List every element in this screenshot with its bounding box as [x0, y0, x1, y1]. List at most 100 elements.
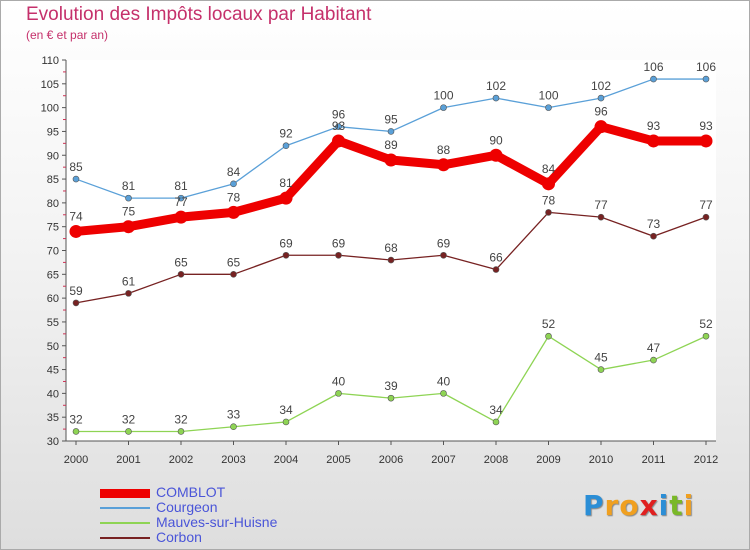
data-label: 33	[227, 408, 241, 422]
series-corbon: 59 61 65 65 69 69 68 69 66 78 77 73 77	[69, 193, 713, 307]
data-point	[545, 209, 552, 216]
x-tick-label: 2003	[221, 454, 245, 466]
data-label: 34	[279, 403, 293, 417]
data-point	[332, 134, 345, 148]
data-point	[72, 175, 80, 183]
data-point	[492, 266, 500, 273]
data-point	[227, 205, 240, 219]
data-label: 106	[643, 60, 663, 74]
legend-swatch	[100, 537, 150, 539]
data-label: 93	[699, 119, 713, 133]
data-point	[230, 271, 237, 278]
y-tick-label: 65	[47, 269, 59, 281]
data-point	[440, 104, 447, 111]
data-point	[177, 194, 185, 202]
data-label: 88	[437, 143, 451, 157]
data-point	[387, 394, 395, 402]
legend-label: Mauves-sur-Huisne	[156, 514, 278, 530]
data-label: 65	[174, 255, 188, 269]
data-label: 73	[647, 217, 661, 231]
series-courgeon: 85 81 81 84 92 96 95 100 102 100 102 106 106	[69, 60, 716, 202]
y-tick-label: 70	[47, 246, 59, 258]
proxiti-logo: Proxiti	[583, 489, 695, 522]
data-point	[597, 213, 605, 221]
data-point	[702, 213, 710, 221]
data-point	[72, 299, 80, 307]
data-label: 93	[332, 119, 346, 133]
data-label: 66	[489, 251, 503, 265]
y-tick-label: 45	[47, 365, 59, 377]
y-tick-label: 80	[47, 198, 59, 210]
x-tick-label: 2010	[589, 454, 613, 466]
y-tick-label: 105	[41, 79, 59, 91]
data-label: 40	[437, 374, 451, 388]
legend-swatch	[100, 489, 150, 498]
series-mauves-sur-huisne: 32 32 32 33 34 40 39 40 34 52 45 47 52	[69, 317, 713, 435]
y-tick-label: 85	[47, 174, 59, 186]
data-point	[702, 332, 710, 340]
x-tick-label: 2009	[536, 454, 560, 466]
data-label: 93	[647, 119, 661, 133]
data-point	[545, 332, 552, 340]
x-tick-label: 2000	[64, 454, 88, 466]
data-label: 77	[174, 195, 188, 209]
data-label: 52	[699, 317, 713, 331]
data-label: 100	[433, 89, 453, 103]
legend-label: COMBLOT	[156, 484, 226, 500]
data-label: 32	[122, 412, 136, 426]
data-point	[230, 180, 237, 188]
x-tick-label: 2007	[431, 454, 455, 466]
chart-title: Evolution des Impôts locaux par Habitant	[26, 4, 372, 25]
x-tick-label: 2011	[642, 454, 666, 466]
data-label: 102	[591, 79, 611, 93]
data-point	[69, 224, 83, 238]
data-point	[335, 390, 342, 397]
data-label: 95	[384, 112, 398, 126]
data-label: 39	[384, 379, 398, 393]
data-point	[177, 271, 185, 278]
data-label: 96	[332, 108, 346, 122]
data-point	[282, 142, 290, 150]
x-tick-label: 2005	[326, 454, 350, 466]
data-point	[699, 134, 713, 148]
data-point	[492, 94, 500, 102]
x-tick-label: 2004	[274, 454, 298, 466]
data-label: 92	[279, 127, 293, 141]
data-point	[440, 390, 447, 397]
data-label: 65	[227, 255, 241, 269]
y-tick-label: 35	[47, 412, 59, 424]
data-label: 102	[486, 79, 506, 93]
y-tick-label: 100	[41, 103, 59, 115]
data-point	[437, 158, 450, 172]
data-label: 81	[279, 176, 293, 190]
data-point	[702, 75, 710, 83]
data-label: 61	[122, 274, 136, 288]
data-point	[597, 94, 605, 102]
data-point	[647, 134, 660, 148]
data-point	[122, 220, 135, 234]
data-label: 32	[69, 412, 83, 426]
data-point	[650, 75, 657, 83]
data-label: 69	[279, 236, 293, 250]
data-point	[72, 428, 80, 435]
data-label: 69	[332, 236, 346, 250]
x-tick-label: 2006	[379, 454, 403, 466]
data-label: 78	[227, 190, 241, 204]
data-label: 77	[699, 198, 713, 212]
data-label: 59	[69, 284, 83, 298]
data-label: 68	[384, 241, 398, 255]
data-label: 69	[437, 236, 451, 250]
data-point	[594, 120, 608, 134]
data-label: 84	[227, 165, 241, 179]
y-tick-label: 55	[47, 317, 59, 329]
data-label: 40	[332, 374, 346, 388]
legend-label: Corbon	[156, 529, 202, 545]
chart-series: 85 81 81 84 92 96 95 100 102 100 102 106 106 32 32 32 33…	[69, 60, 716, 435]
chart-axes: 30 35 40 45 50 55 60 65 70 75 80 85 90 95 100 105 110 200…	[41, 55, 719, 466]
data-label: 90	[489, 133, 503, 147]
data-point	[282, 418, 290, 426]
data-point	[335, 251, 342, 259]
data-point	[125, 194, 132, 202]
legend-swatch	[100, 507, 150, 509]
data-label: 34	[489, 403, 503, 417]
